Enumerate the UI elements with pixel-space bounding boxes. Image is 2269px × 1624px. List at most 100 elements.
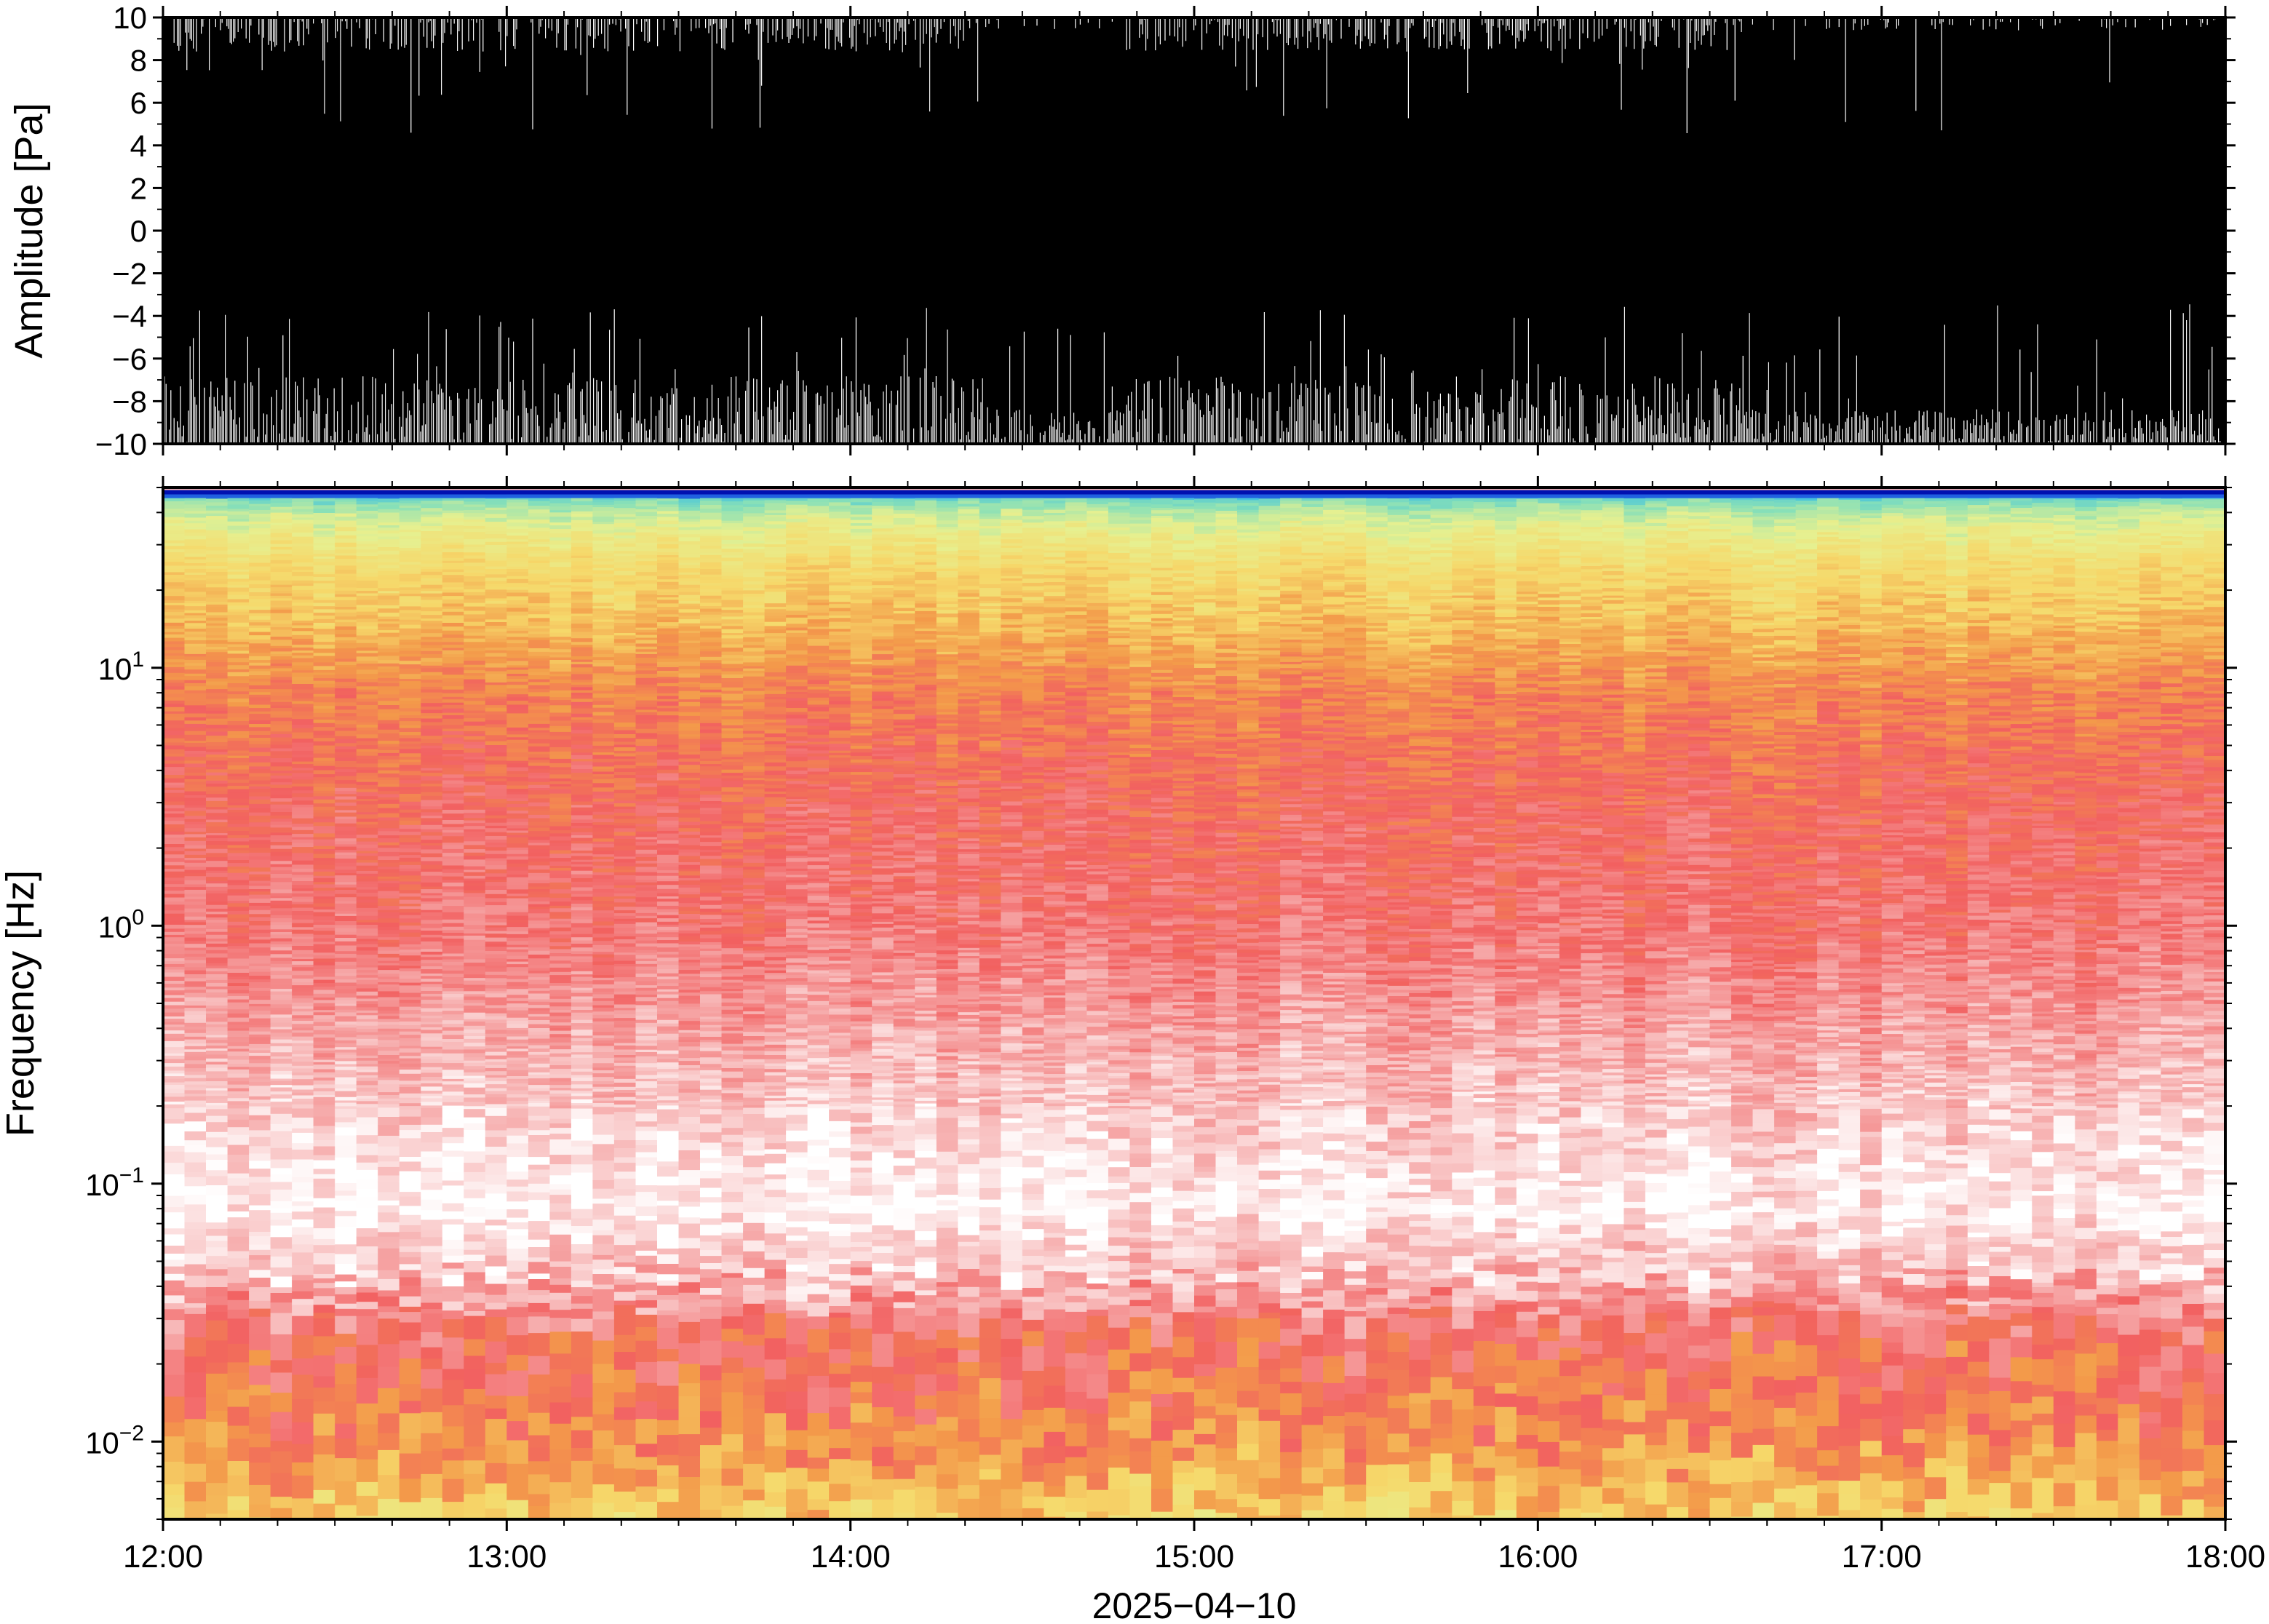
spectrogram-cell — [313, 1091, 335, 1096]
spectrogram-cell — [506, 1067, 529, 1071]
spectrogram-cell — [313, 634, 335, 640]
spectrogram-cell — [270, 598, 293, 602]
spectrogram-cell — [485, 592, 507, 596]
spectrogram-cell — [571, 619, 593, 624]
spectrogram-cell — [442, 876, 464, 880]
spectrogram-cell — [227, 639, 250, 642]
spectrogram-cell — [528, 845, 550, 850]
spectrogram-cell — [571, 861, 593, 865]
spectrogram-cell — [571, 616, 593, 621]
spectrogram-cell — [356, 506, 378, 512]
spectrogram-cell — [378, 690, 400, 696]
spectrogram-cell — [292, 1234, 314, 1245]
spectrogram-cell — [313, 629, 335, 632]
spectrogram-cell — [335, 862, 357, 867]
spectrogram-cell — [485, 610, 507, 614]
spectrogram-cell — [442, 991, 464, 995]
spectrogram-cell — [528, 933, 550, 938]
spectrogram-cell — [592, 581, 615, 585]
spectrogram-cell — [485, 961, 507, 966]
spectrogram-cell — [249, 628, 271, 633]
spectrogram-cell — [528, 573, 550, 578]
spectrogram-cell — [549, 826, 572, 831]
spectrogram-cell — [292, 536, 314, 540]
spectrogram-cell — [442, 538, 464, 544]
spectrogram-cell — [442, 619, 464, 624]
spectrogram-cell — [399, 1110, 421, 1118]
spectrogram-cell — [163, 647, 186, 650]
spectrogram-cell — [163, 686, 186, 690]
spectrogram-cell — [399, 1003, 421, 1008]
spectrogram-cell — [378, 965, 400, 968]
spectrogram-cell — [163, 1212, 186, 1225]
spectrogram-cell — [592, 608, 615, 612]
spectrogram-cell — [356, 584, 378, 589]
spectrogram-cell — [249, 780, 271, 785]
spectrogram-cell — [249, 1194, 271, 1206]
spectrogram-cell — [335, 1061, 357, 1064]
spectrogram-cell — [313, 658, 335, 663]
spectrogram-cell — [506, 1171, 529, 1180]
spectrogram-cell — [506, 1017, 529, 1022]
spectrogram-cell — [292, 1079, 314, 1083]
spectrogram-cell — [356, 759, 378, 764]
spectrogram-cell — [399, 829, 421, 832]
spectrogram-cell — [442, 1502, 464, 1518]
spectrogram-cell — [227, 789, 250, 793]
spectrogram-cell — [442, 1166, 464, 1174]
spectrogram-cell — [184, 1210, 207, 1223]
spectrogram-cell — [184, 956, 207, 961]
spectrogram-cell — [399, 1285, 421, 1297]
spectrogram-cell — [292, 596, 314, 600]
spectrogram-cell — [421, 987, 443, 992]
spectrogram-cell — [356, 1302, 378, 1310]
spectrogram-cell — [335, 787, 357, 792]
spectrogram-cell — [356, 799, 378, 802]
spectrogram-cell — [163, 874, 186, 878]
spectrogram-cell — [227, 1211, 250, 1218]
spectrogram-cell — [571, 1054, 593, 1059]
spectrogram-cell — [528, 600, 550, 604]
spectrogram-cell — [356, 605, 378, 608]
spectrogram-cell — [506, 688, 529, 692]
spectrogram-cell — [206, 581, 229, 585]
spectrogram-cell — [592, 598, 615, 604]
spectrogram-cell — [292, 959, 314, 962]
spectrogram-cell — [485, 1294, 507, 1304]
spectrogram-cell — [549, 1034, 572, 1038]
spectrogram-cell — [421, 954, 443, 958]
spectrogram-cell — [335, 728, 357, 732]
spectrogram-cell — [506, 502, 529, 507]
spectrogram-cell — [356, 853, 378, 856]
spectrogram-cell — [292, 843, 314, 848]
spectrogram-cell — [442, 513, 464, 517]
spectrogram-cell — [613, 642, 636, 647]
spectrogram-cell — [378, 862, 400, 867]
spectrogram-cell — [270, 1113, 293, 1125]
spectrogram-cell — [249, 544, 271, 548]
spectrogram-cell — [485, 1016, 507, 1020]
spectrogram-cell — [163, 824, 186, 829]
spectrogram-cell — [613, 819, 636, 824]
spectrogram-cell — [378, 923, 400, 928]
spectrogram-cell — [163, 904, 186, 907]
spectrogram-cell — [206, 1362, 229, 1374]
spectrogram-cell — [613, 586, 636, 592]
spectrogram-cell — [378, 1040, 400, 1043]
spectrogram-cell — [249, 610, 271, 614]
spectrogram-cell — [571, 971, 593, 975]
spectrogram-cell — [335, 869, 357, 874]
spectrogram-cell — [613, 661, 636, 666]
spectrogram-cell — [592, 507, 615, 512]
spectrogram-cell — [163, 767, 186, 771]
spectrogram-cell — [163, 1145, 186, 1153]
spectrogram-cell — [442, 682, 464, 687]
spectrogram-cell — [184, 527, 207, 530]
spectrogram-cell — [442, 780, 464, 784]
spectrogram-cell — [227, 955, 250, 960]
spectrogram-cell — [592, 647, 615, 650]
spectrogram-cell — [378, 895, 400, 899]
spectrogram-cell — [442, 1099, 464, 1103]
spectrogram-cell — [592, 1058, 615, 1062]
spectrogram-cell — [592, 602, 615, 607]
